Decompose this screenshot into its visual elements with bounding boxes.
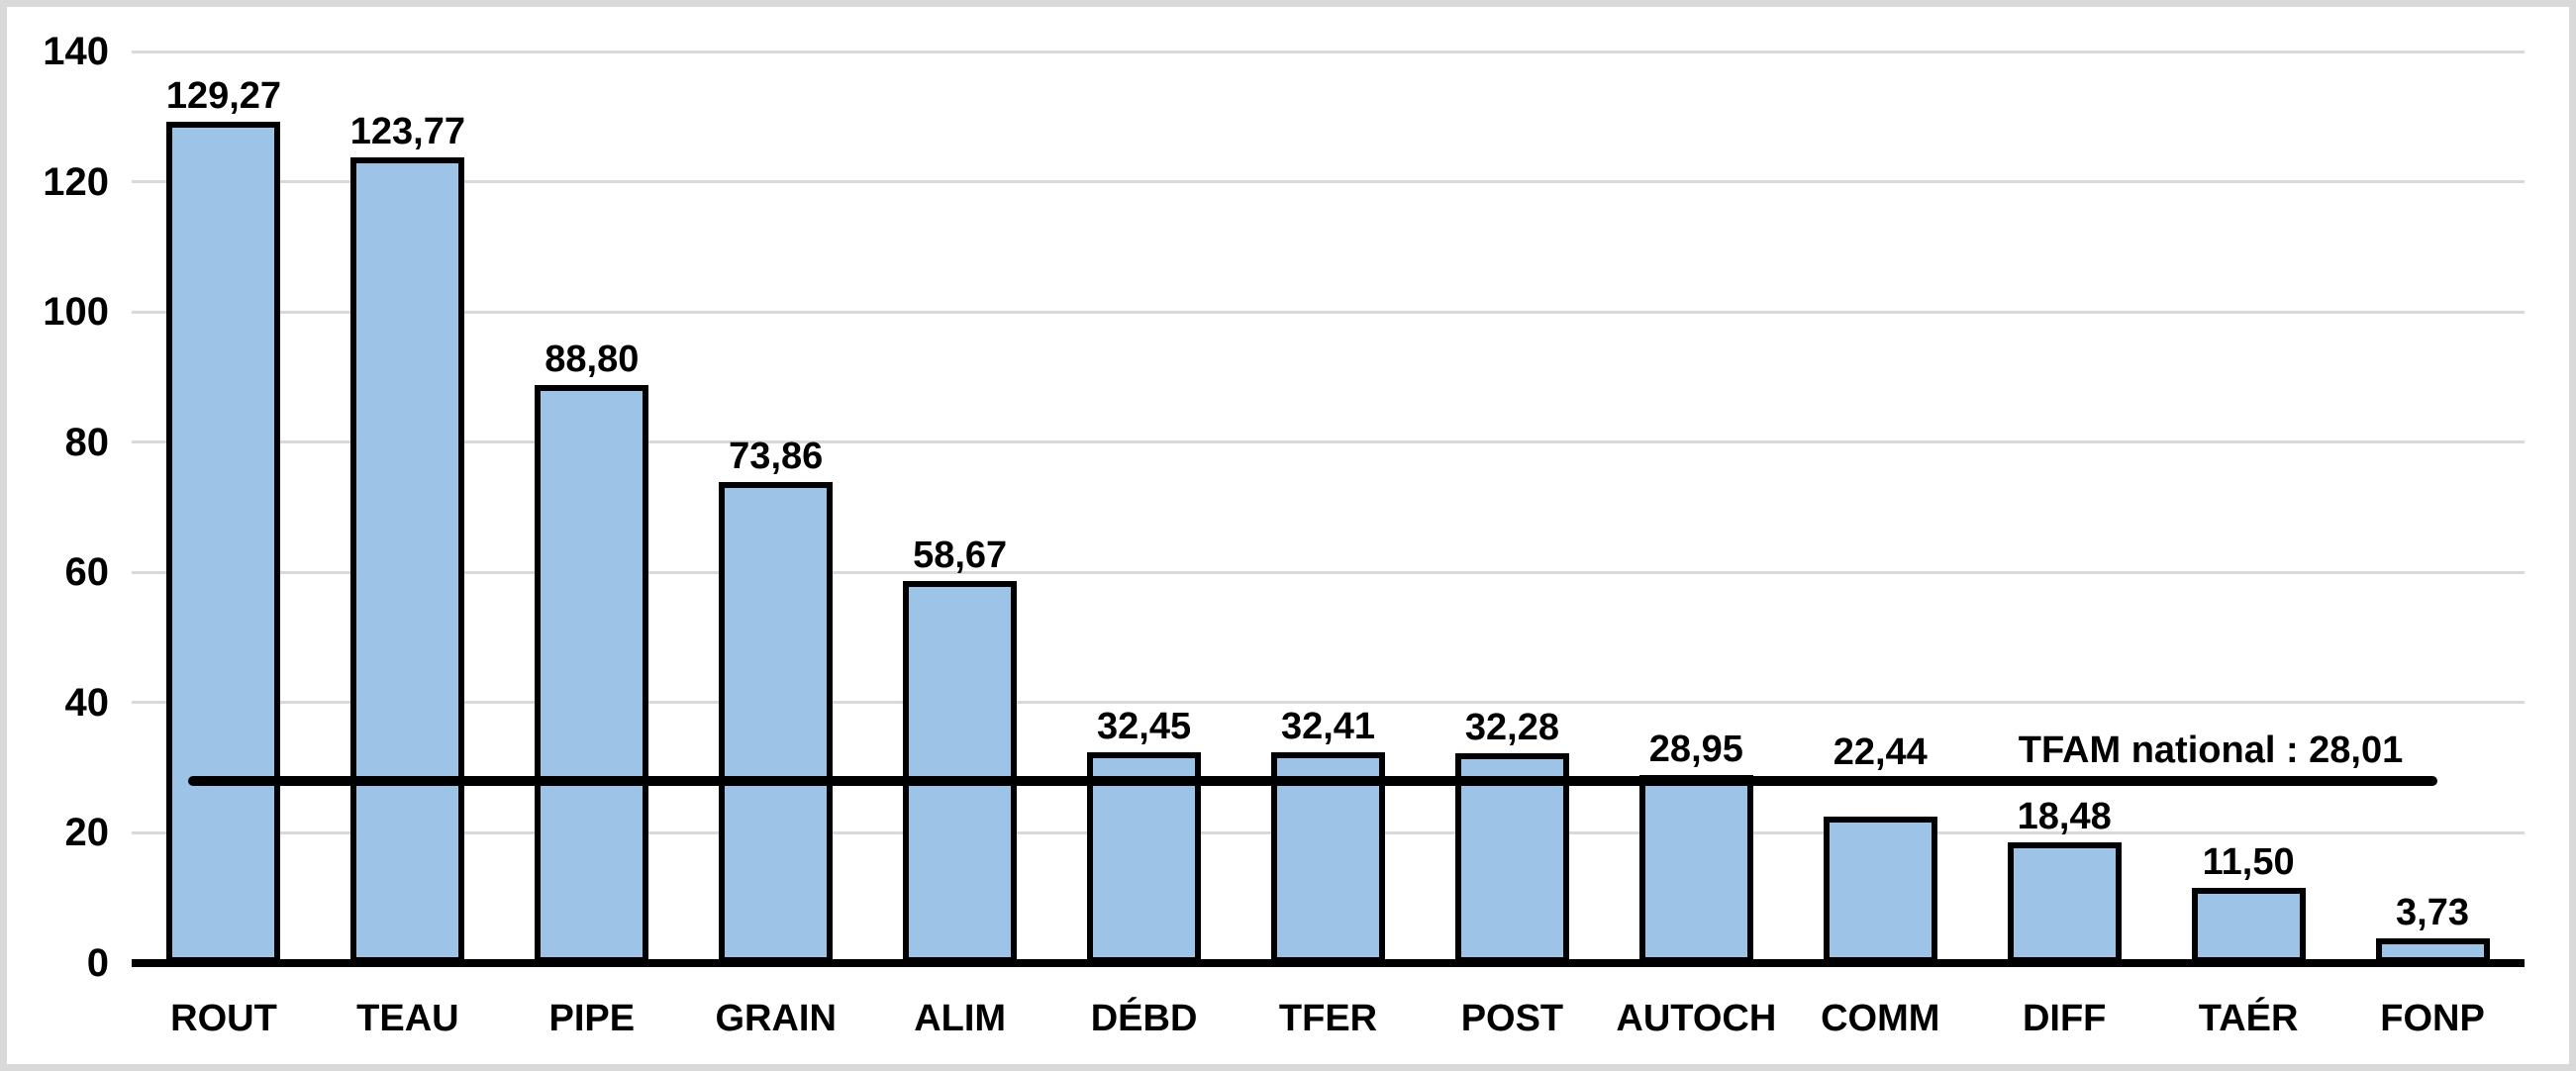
gridline — [132, 180, 2525, 184]
y-axis-tick-label: 0 — [86, 941, 109, 985]
x-axis-line — [132, 959, 2525, 967]
x-axis-category-label: COMM — [1821, 998, 1940, 1039]
bar-value-label: 22,44 — [1833, 730, 1928, 773]
bar-value-label: 32,45 — [1097, 705, 1192, 747]
bar-value-label: 123,77 — [349, 110, 465, 152]
x-axis-category-label: TAÉR — [2198, 998, 2299, 1039]
bar-autoch — [1638, 774, 1753, 963]
bar-débd — [1087, 751, 1202, 963]
bar-teau — [350, 156, 465, 963]
x-axis-category-label: TEAU — [356, 998, 459, 1039]
x-axis-category-label: PIPE — [548, 998, 636, 1039]
bar-value-label: 18,48 — [2017, 796, 2112, 838]
y-axis-tick-label: 80 — [64, 420, 110, 464]
bar-value-label: 32,28 — [1464, 706, 1559, 748]
gridline — [132, 570, 2525, 574]
y-axis-tick-label: 120 — [43, 159, 109, 204]
bar-alim — [903, 581, 1018, 963]
bar-grain — [719, 482, 834, 963]
gridline — [132, 701, 2525, 705]
bar-taér — [2191, 888, 2306, 963]
plot-area: TFAM national : 28,01 129,27 123,77 88,80 7… — [132, 49, 2525, 967]
bar-value-label: 28,95 — [1648, 728, 1743, 770]
bar-rout — [166, 121, 281, 963]
gridline — [132, 310, 2525, 314]
gridline — [132, 49, 2525, 53]
x-axis-category-label: FONP — [2380, 998, 2485, 1039]
bar-diff — [2007, 842, 2122, 963]
y-axis-tick-label: 140 — [43, 30, 109, 73]
y-axis-tick-label: 20 — [64, 811, 110, 855]
x-axis-category-label: GRAIN — [715, 998, 837, 1039]
y-axis-tick-label: 100 — [43, 290, 109, 335]
x-axis-category-label: ROUT — [170, 998, 277, 1039]
reference-line — [188, 775, 2437, 786]
y-axis-tick-label: 60 — [64, 550, 110, 595]
reference-line-label: TFAM national : 28,01 — [2018, 729, 2404, 771]
x-axis-category-label: ALIM — [914, 998, 1007, 1039]
x-axis-category-label: POST — [1460, 998, 1564, 1039]
x-axis-category-label: TFER — [1278, 998, 1378, 1039]
x-axis-category-label: AUTOCH — [1616, 998, 1777, 1039]
bar-value-label: 88,80 — [545, 338, 640, 380]
gridline — [132, 440, 2525, 444]
y-axis-tick-label: 40 — [64, 680, 110, 725]
x-axis-category-label: DIFF — [2022, 998, 2107, 1039]
bar-pipe — [535, 384, 649, 963]
bar-value-label: 3,73 — [2396, 892, 2470, 934]
bar-value-label: 32,41 — [1280, 705, 1376, 747]
bar-value-label: 58,67 — [913, 535, 1008, 577]
bar-value-label: 11,50 — [2202, 841, 2295, 884]
bar-value-label: 73,86 — [729, 436, 824, 478]
bar-comm — [1823, 817, 1937, 963]
x-axis-category-label: DÉBD — [1090, 998, 1198, 1039]
bar-value-label: 129,27 — [165, 74, 282, 117]
